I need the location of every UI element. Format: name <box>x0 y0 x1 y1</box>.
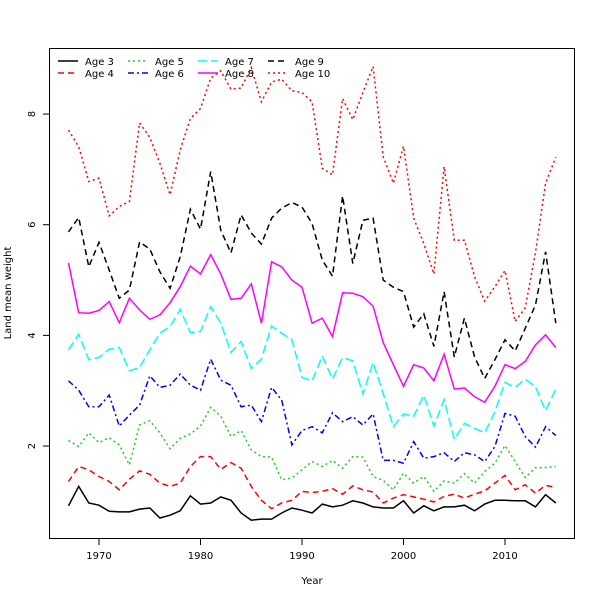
x-tick-label: 2000 <box>391 551 416 562</box>
legend-label: Age 8 <box>225 69 254 80</box>
legend-label: Age 4 <box>85 69 114 80</box>
legend-label: Age 5 <box>155 57 184 68</box>
x-axis: 1970 1980 1990 2000 2010 <box>86 538 518 562</box>
series-line-age-6 <box>67 357 557 465</box>
y-tick-label: 4 <box>27 332 38 338</box>
series-line-age-8 <box>67 252 557 404</box>
legend-label: Age 3 <box>85 57 114 68</box>
series-line-age-4 <box>67 455 556 510</box>
plot-frame <box>49 48 575 539</box>
y-tick-label: 6 <box>27 222 38 228</box>
y-axis-label: Land mean weight <box>3 247 14 340</box>
x-tick-label: 1970 <box>86 551 111 562</box>
x-tick-label: 2010 <box>492 551 517 562</box>
y-tick-label: 2 <box>27 443 38 449</box>
legend-label: Age 10 <box>295 69 330 80</box>
series-line-age-3 <box>67 484 557 521</box>
legend-label: Age 7 <box>225 57 254 68</box>
legend-label: Age 6 <box>155 69 184 80</box>
series-line-age-7 <box>67 304 557 442</box>
y-tick-label: 8 <box>27 111 38 117</box>
x-tick-label: 1980 <box>188 551 213 562</box>
x-tick-label: 1990 <box>289 551 314 562</box>
legend-label: Age 9 <box>295 57 324 68</box>
series-line-age-5 <box>68 406 556 493</box>
x-axis-label: Year <box>300 576 323 587</box>
series-layer <box>67 65 557 521</box>
y-axis: 2 4 6 8 <box>27 111 50 449</box>
